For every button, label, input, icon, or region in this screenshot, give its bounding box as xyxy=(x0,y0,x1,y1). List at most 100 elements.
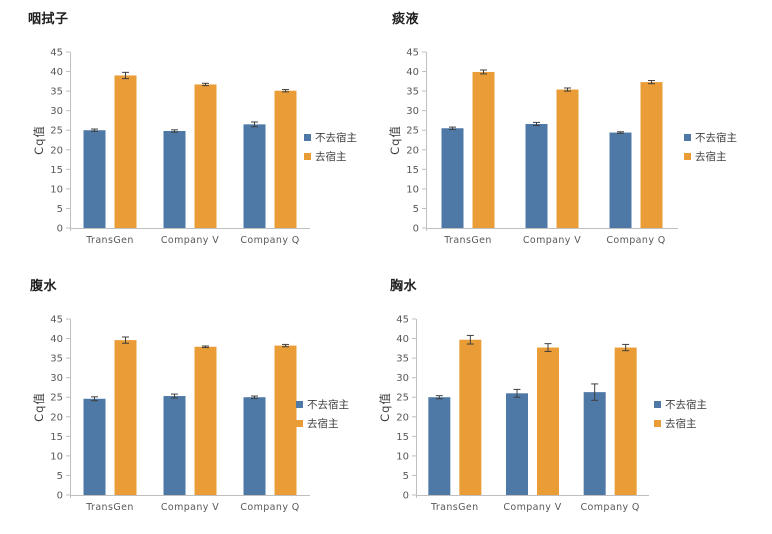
legend-label: 不去宿主 xyxy=(665,398,707,411)
y-tick-label: 20 xyxy=(50,412,63,423)
y-tick-label: 35 xyxy=(406,87,419,98)
y-tick-label: 5 xyxy=(403,471,409,482)
bar-no-host-removal xyxy=(163,396,186,495)
bar-no-host-removal xyxy=(583,392,606,495)
y-tick-label: 30 xyxy=(406,106,419,117)
legend-label: 不去宿主 xyxy=(695,131,737,144)
bar-no-host-removal xyxy=(609,132,632,228)
y-tick-label: 15 xyxy=(406,165,419,176)
bar-host-removal xyxy=(274,90,297,228)
legend-label: 不去宿主 xyxy=(315,131,357,144)
legend-label: 去宿主 xyxy=(307,417,339,430)
y-tick-label: 35 xyxy=(50,87,63,98)
bar-no-host-removal xyxy=(243,397,266,495)
y-tick-label: 15 xyxy=(396,432,409,443)
y-tick-label: 0 xyxy=(413,224,419,235)
bar-no-host-removal xyxy=(506,393,528,495)
y-tick-label: 40 xyxy=(396,334,409,345)
legend-swatch xyxy=(304,134,311,141)
x-category-label: TransGen xyxy=(85,502,134,513)
bar-no-host-removal xyxy=(525,123,548,228)
y-tick-label: 0 xyxy=(57,224,63,235)
y-tick-label: 25 xyxy=(396,393,409,404)
x-category-label: Company Q xyxy=(606,235,665,246)
x-category-label: Company V xyxy=(503,502,561,513)
y-tick-label: 10 xyxy=(406,184,419,195)
y-tick-label: 15 xyxy=(50,432,63,443)
bar-host-removal xyxy=(459,339,482,495)
chart-panel-ascites: 腹水 0 5 10 15 20 25 30 35 40 45 Cq值 TransGen Company … xyxy=(0,267,386,534)
y-tick-label: 10 xyxy=(50,451,63,462)
y-tick-label: 30 xyxy=(50,106,63,117)
legend-label: 去宿主 xyxy=(315,150,347,163)
bar-no-host-removal xyxy=(441,128,464,228)
x-category-label: TransGen xyxy=(85,235,134,246)
y-tick-label: 20 xyxy=(50,145,63,156)
chart-panel-pleural-fluid: 胸水 0 5 10 15 20 25 30 35 40 45 Cq值 TransGen Company … xyxy=(378,267,772,534)
legend-label: 去宿主 xyxy=(665,417,697,430)
x-category-label: TransGen xyxy=(430,502,479,513)
y-tick-label: 0 xyxy=(57,491,63,502)
bar-host-removal xyxy=(274,345,297,495)
y-tick-label: 5 xyxy=(413,204,419,215)
y-axis-title: Cq值 xyxy=(388,125,402,155)
y-tick-label: 35 xyxy=(50,354,63,365)
y-tick-label: 10 xyxy=(396,451,409,462)
legend-swatch xyxy=(654,401,661,408)
y-tick-label: 40 xyxy=(406,67,419,78)
chart-title-throat-swab: 咽拭子 xyxy=(28,12,69,27)
y-tick-label: 25 xyxy=(50,393,63,404)
bar-host-removal xyxy=(556,89,579,229)
y-tick-label: 5 xyxy=(57,204,63,215)
y-tick-label: 45 xyxy=(50,315,63,326)
chart-panel-sputum: 痰液 0 5 10 15 20 25 30 35 40 45 Cq值 TransGen Company … xyxy=(386,0,772,267)
y-tick-label: 25 xyxy=(406,126,419,137)
legend-swatch xyxy=(296,401,303,408)
x-category-label: Company V xyxy=(161,235,219,246)
y-tick-label: 15 xyxy=(50,165,63,176)
legend-swatch xyxy=(684,134,691,141)
y-tick-label: 40 xyxy=(50,67,63,78)
legend-swatch xyxy=(304,153,311,160)
y-axis-title: Cq值 xyxy=(32,392,46,422)
bar-host-removal xyxy=(194,84,217,228)
y-tick-label: 20 xyxy=(406,145,419,156)
bar-no-host-removal xyxy=(428,397,451,495)
legend-swatch xyxy=(684,153,691,160)
y-tick-label: 45 xyxy=(396,315,409,326)
y-tick-label: 0 xyxy=(403,491,409,502)
legend-label: 不去宿主 xyxy=(307,398,349,411)
bar-no-host-removal xyxy=(83,130,106,228)
bar-chart-pleural-fluid: 0 5 10 15 20 25 30 35 40 45 Cq值 TransGen Company V Co… xyxy=(378,315,707,514)
y-tick-label: 25 xyxy=(50,126,63,137)
chart-title-ascites: 腹水 xyxy=(30,279,58,294)
bar-chart-ascites: 0 5 10 15 20 25 30 35 40 45 Cq值 TransGen Company V Co… xyxy=(32,315,349,514)
bar-no-host-removal xyxy=(83,398,106,495)
y-tick-label: 35 xyxy=(396,354,409,365)
bar-host-removal xyxy=(114,340,137,495)
x-category-label: TransGen xyxy=(443,235,492,246)
x-category-label: Company Q xyxy=(240,502,299,513)
bar-chart-throat-swab: 0 5 10 15 20 25 30 35 40 45 Cq值 TransGen Company V Co… xyxy=(32,48,357,247)
x-category-label: Company V xyxy=(523,235,581,246)
bar-host-removal xyxy=(640,82,663,228)
y-axis-title: Cq值 xyxy=(32,125,46,155)
y-tick-label: 40 xyxy=(50,334,63,345)
legend-swatch xyxy=(296,420,303,427)
y-tick-label: 30 xyxy=(50,373,63,384)
bar-chart-sputum: 0 5 10 15 20 25 30 35 40 45 Cq值 TransGen Company V Co… xyxy=(388,48,737,247)
legend-swatch xyxy=(654,420,661,427)
chart-title-sputum: 痰液 xyxy=(392,12,420,27)
bar-no-host-removal xyxy=(163,131,186,228)
y-tick-label: 30 xyxy=(396,373,409,384)
bar-host-removal xyxy=(537,347,559,495)
legend-label: 去宿主 xyxy=(695,150,727,163)
x-category-label: Company Q xyxy=(240,235,299,246)
y-tick-label: 10 xyxy=(50,184,63,195)
chart-panel-throat-swab: 咽拭子 0 5 10 15 20 25 30 35 40 45 Cq值 TransGen Company… xyxy=(0,0,386,267)
bar-host-removal xyxy=(114,75,137,228)
chart-title-pleural-fluid: 胸水 xyxy=(390,279,418,294)
y-tick-label: 45 xyxy=(50,48,63,59)
bar-host-removal xyxy=(614,347,637,495)
